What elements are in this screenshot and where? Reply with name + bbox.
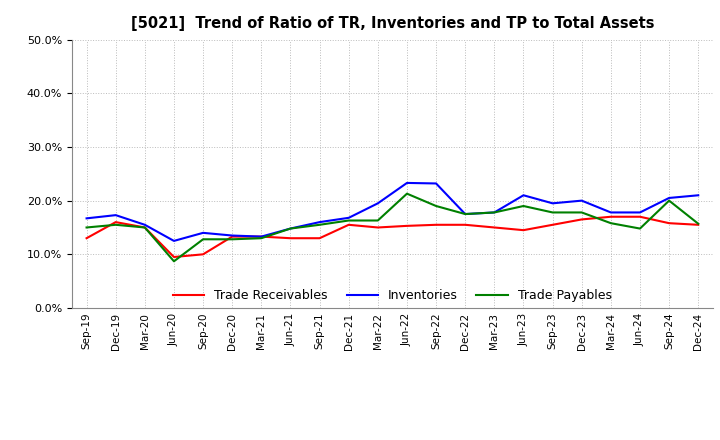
Trade Receivables	[402, 223, 411, 228]
Trade Receivables	[170, 254, 179, 260]
Trade Payables	[519, 203, 528, 209]
Trade Payables	[374, 218, 382, 223]
Trade Payables	[402, 191, 411, 196]
Inventories	[286, 226, 294, 231]
Trade Payables	[315, 222, 324, 227]
Trade Payables	[694, 221, 703, 226]
Trade Payables	[286, 226, 294, 231]
Inventories	[315, 220, 324, 225]
Inventories	[577, 198, 586, 203]
Trade Receivables	[548, 222, 557, 227]
Trade Receivables	[257, 234, 266, 239]
Trade Payables	[548, 210, 557, 215]
Inventories	[140, 222, 149, 227]
Legend: Trade Receivables, Inventories, Trade Payables: Trade Receivables, Inventories, Trade Pa…	[168, 284, 617, 307]
Trade Payables	[577, 210, 586, 215]
Trade Payables	[170, 259, 179, 264]
Trade Payables	[461, 211, 469, 216]
Trade Receivables	[374, 225, 382, 230]
Trade Receivables	[112, 220, 120, 225]
Inventories	[432, 181, 441, 186]
Inventories	[636, 210, 644, 215]
Inventories	[170, 238, 179, 244]
Inventories	[548, 201, 557, 206]
Trade Payables	[636, 226, 644, 231]
Title: [5021]  Trend of Ratio of TR, Inventories and TP to Total Assets: [5021] Trend of Ratio of TR, Inventories…	[130, 16, 654, 32]
Trade Payables	[199, 237, 207, 242]
Inventories	[606, 210, 615, 215]
Trade Receivables	[315, 235, 324, 241]
Trade Payables	[490, 210, 499, 215]
Inventories	[461, 211, 469, 216]
Trade Receivables	[490, 225, 499, 230]
Inventories	[519, 193, 528, 198]
Trade Payables	[228, 237, 236, 242]
Inventories	[374, 201, 382, 206]
Inventories	[490, 210, 499, 215]
Inventories	[82, 216, 91, 221]
Trade Receivables	[636, 214, 644, 220]
Trade Receivables	[461, 222, 469, 227]
Inventories	[257, 234, 266, 239]
Trade Receivables	[286, 235, 294, 241]
Trade Receivables	[694, 222, 703, 227]
Line: Trade Payables: Trade Payables	[86, 194, 698, 261]
Inventories	[665, 195, 673, 201]
Trade Receivables	[432, 222, 441, 227]
Inventories	[112, 213, 120, 218]
Trade Receivables	[606, 214, 615, 220]
Trade Payables	[606, 220, 615, 226]
Trade Payables	[140, 225, 149, 230]
Trade Receivables	[577, 217, 586, 222]
Inventories	[402, 180, 411, 186]
Trade Receivables	[228, 234, 236, 239]
Inventories	[344, 215, 353, 220]
Trade Receivables	[140, 225, 149, 230]
Trade Payables	[432, 203, 441, 209]
Trade Receivables	[665, 220, 673, 226]
Inventories	[694, 193, 703, 198]
Trade Payables	[82, 225, 91, 230]
Trade Payables	[257, 235, 266, 241]
Trade Payables	[344, 218, 353, 223]
Trade Payables	[112, 222, 120, 227]
Line: Trade Receivables: Trade Receivables	[86, 217, 698, 257]
Trade Receivables	[199, 252, 207, 257]
Trade Receivables	[344, 222, 353, 227]
Inventories	[228, 233, 236, 238]
Inventories	[199, 230, 207, 235]
Trade Receivables	[82, 235, 91, 241]
Trade Payables	[665, 198, 673, 203]
Line: Inventories: Inventories	[86, 183, 698, 241]
Trade Receivables	[519, 227, 528, 233]
